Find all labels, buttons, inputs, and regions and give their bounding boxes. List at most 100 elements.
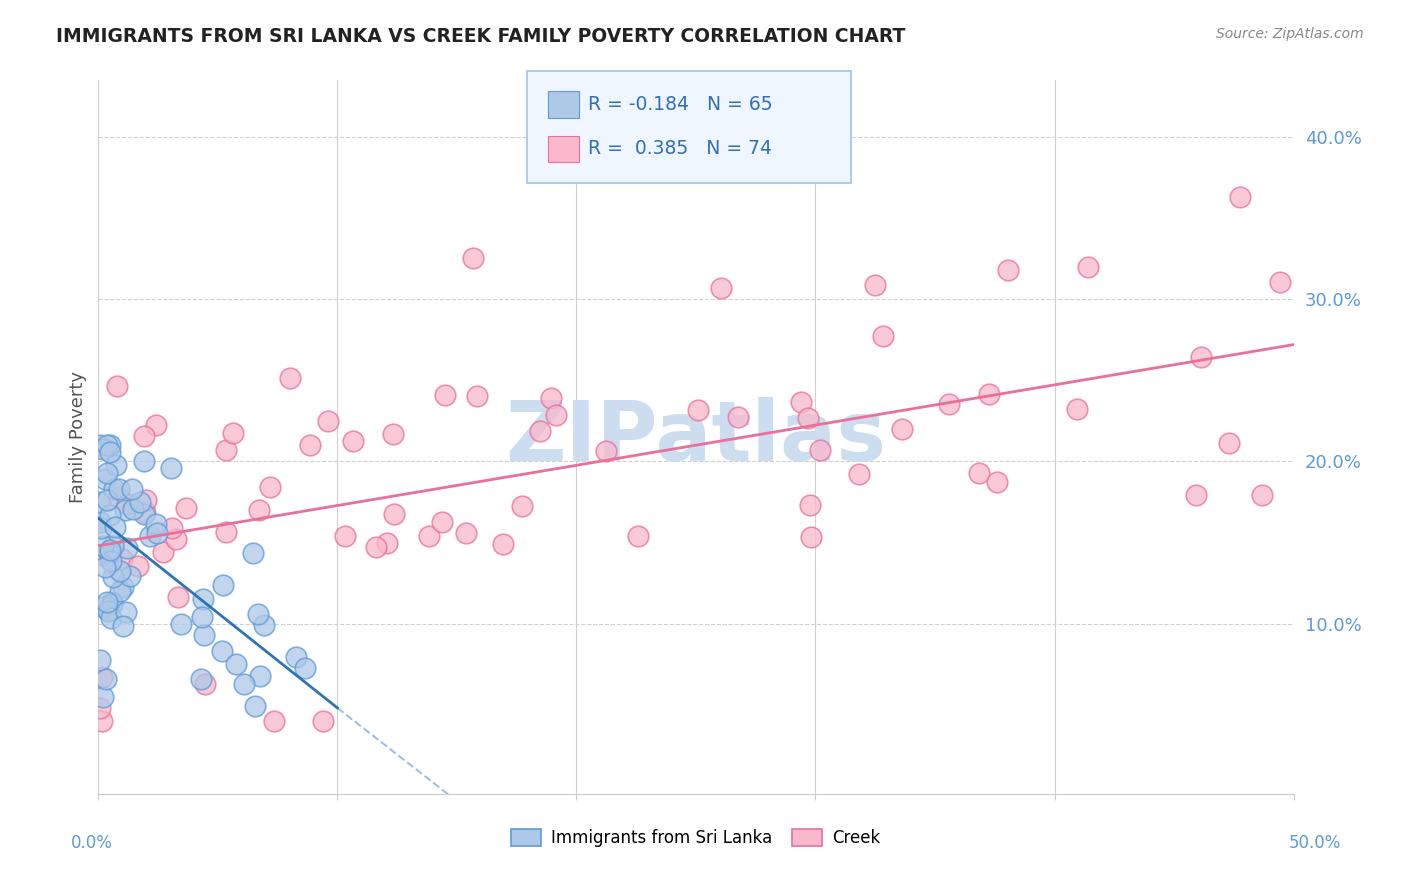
Point: [111, 580, 134, 594]
Point: [626, 529, 648, 543]
Point: [191, 591, 214, 606]
Point: [134, 454, 156, 468]
Point: [225, 657, 247, 671]
Point: [342, 434, 364, 448]
Point: [278, 371, 301, 385]
Point: [800, 530, 823, 544]
Point: [253, 618, 276, 632]
Point: [247, 503, 270, 517]
Point: [100, 611, 122, 625]
Point: [111, 552, 134, 566]
Point: [104, 520, 127, 534]
Point: [100, 554, 122, 568]
Point: [544, 408, 567, 422]
Text: R =  0.385   N = 74: R = 0.385 N = 74: [588, 139, 772, 159]
Point: [381, 427, 404, 442]
Point: [215, 525, 238, 540]
Point: [312, 714, 335, 728]
Point: [1250, 488, 1272, 502]
Point: [89, 438, 111, 452]
Point: [710, 281, 733, 295]
Point: [165, 532, 187, 546]
Point: [127, 559, 149, 574]
Point: [103, 483, 125, 497]
Point: [215, 443, 238, 458]
Point: [91, 442, 114, 457]
Point: [98, 445, 121, 459]
Text: Source: ZipAtlas.com: Source: ZipAtlas.com: [1216, 27, 1364, 41]
Point: [134, 505, 156, 519]
Point: [872, 328, 894, 343]
Point: [96, 467, 118, 481]
Point: [540, 391, 562, 405]
Point: [382, 507, 405, 521]
Point: [115, 605, 138, 619]
Point: [101, 570, 124, 584]
Point: [727, 409, 749, 424]
Point: [94, 672, 117, 686]
Point: [799, 499, 821, 513]
Point: [190, 610, 212, 624]
Point: [529, 424, 551, 438]
Point: [89, 700, 111, 714]
Point: [152, 545, 174, 559]
Point: [96, 493, 118, 508]
Point: [246, 607, 269, 621]
Point: [259, 479, 281, 493]
Point: [997, 262, 1019, 277]
Point: [1077, 260, 1099, 274]
Point: [93, 559, 115, 574]
Point: [1268, 275, 1291, 289]
Point: [89, 515, 111, 529]
Point: [111, 619, 134, 633]
Point: [96, 438, 118, 452]
Point: [160, 521, 183, 535]
Point: [456, 525, 478, 540]
Point: [299, 437, 322, 451]
Point: [430, 516, 453, 530]
Point: [93, 600, 115, 615]
Point: [688, 403, 710, 417]
Point: [318, 414, 340, 428]
Point: [129, 495, 152, 509]
Point: [245, 699, 267, 714]
Point: [117, 541, 139, 555]
Text: IMMIGRANTS FROM SRI LANKA VS CREEK FAMILY POVERTY CORRELATION CHART: IMMIGRANTS FROM SRI LANKA VS CREEK FAMIL…: [56, 27, 905, 45]
Point: [138, 529, 160, 543]
Point: [1218, 435, 1240, 450]
Point: [98, 546, 121, 560]
Point: [96, 594, 118, 608]
Point: [100, 508, 122, 522]
Text: ZIPatlas: ZIPatlas: [506, 397, 886, 477]
Point: [108, 490, 131, 504]
Text: 0.0%: 0.0%: [70, 834, 112, 852]
Point: [284, 649, 307, 664]
Point: [790, 395, 813, 409]
Point: [891, 422, 914, 436]
Point: [97, 604, 120, 618]
Point: [91, 548, 114, 562]
Point: [87, 495, 110, 509]
Point: [135, 492, 157, 507]
Point: [105, 379, 128, 393]
Point: [98, 543, 121, 558]
Point: [986, 475, 1008, 489]
Point: [232, 677, 254, 691]
Point: [865, 278, 887, 293]
Point: [94, 473, 117, 487]
Text: R = -0.184   N = 65: R = -0.184 N = 65: [588, 95, 772, 114]
Point: [333, 529, 356, 543]
Point: [93, 540, 115, 554]
Point: [595, 444, 617, 458]
Point: [510, 499, 533, 513]
Point: [170, 616, 193, 631]
Point: [1189, 350, 1212, 364]
Point: [194, 676, 217, 690]
Point: [366, 540, 388, 554]
Point: [118, 569, 141, 583]
Point: [146, 526, 169, 541]
Point: [167, 591, 190, 605]
Point: [132, 429, 155, 443]
Point: [938, 397, 960, 411]
Point: [90, 714, 112, 728]
